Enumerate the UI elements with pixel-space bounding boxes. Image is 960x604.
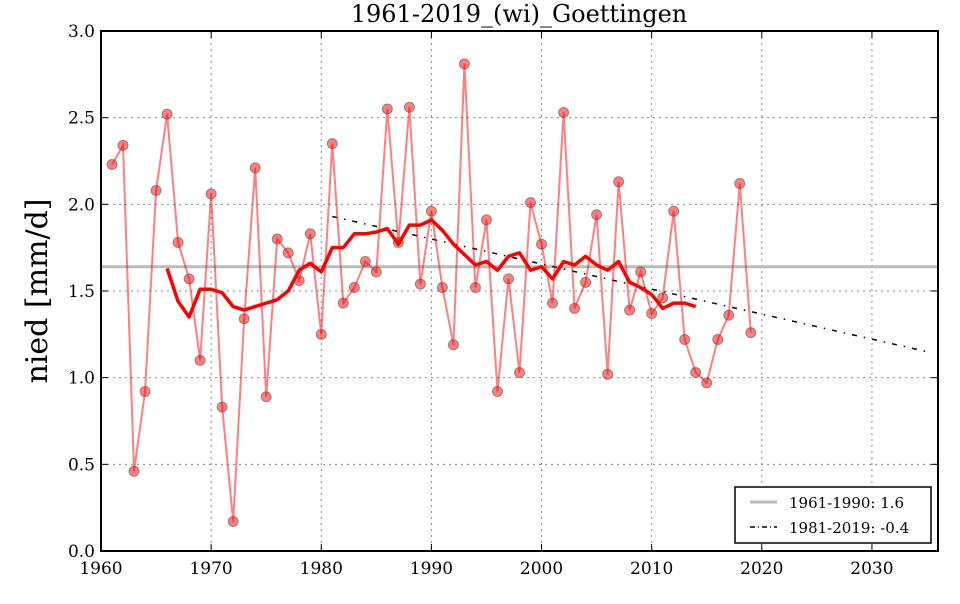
data-point — [370, 266, 382, 278]
data-point — [128, 465, 140, 477]
data-point — [491, 386, 503, 398]
legend-label-trend: 1981-2019: -0.4 — [789, 519, 909, 537]
data-point — [117, 139, 129, 151]
y-tick-label: 2.0 — [68, 195, 95, 215]
data-point — [425, 205, 437, 217]
data-point — [657, 292, 669, 304]
grid-lines — [101, 31, 938, 551]
data-point — [271, 233, 283, 245]
x-tick-label: 1960 — [79, 559, 122, 579]
data-point — [238, 313, 250, 325]
data-point — [194, 354, 206, 366]
data-point — [701, 377, 713, 389]
data-point — [304, 228, 316, 240]
y-tick-label: 3.0 — [68, 22, 95, 42]
data-point — [591, 209, 603, 221]
data-point — [315, 328, 327, 340]
y-tick-label: 1.0 — [68, 369, 95, 389]
y-axis-label: nied [mm/d] — [20, 198, 55, 383]
data-point — [359, 256, 371, 268]
data-point — [381, 103, 393, 115]
data-point — [602, 368, 614, 380]
data-point — [624, 304, 636, 316]
y-tick-label: 0.5 — [68, 455, 95, 475]
x-tick-label: 1990 — [410, 559, 453, 579]
data-point — [392, 236, 404, 248]
data-point — [679, 334, 691, 346]
data-point — [613, 176, 625, 188]
y-tick-label: 0.0 — [68, 542, 95, 562]
legend-label-mean: 1961-1990: 1.6 — [789, 494, 904, 512]
legend: 1961-1990: 1.6 1981-2019: -0.4 — [734, 486, 932, 544]
data-point — [403, 101, 415, 113]
data-point — [536, 238, 548, 250]
data-point — [150, 184, 162, 196]
x-tick-label: 2020 — [740, 559, 783, 579]
x-tick-label: 1980 — [300, 559, 343, 579]
data-point — [348, 282, 360, 294]
x-tick-label: 1970 — [189, 559, 232, 579]
axis-ticks: 1960 1970 1980 1990 2000 2010 2020 2030 0.0 0.5 1.… — [68, 22, 938, 579]
data-point — [646, 308, 658, 320]
data-point — [260, 391, 272, 403]
data-point — [414, 278, 426, 290]
data-point — [502, 273, 514, 285]
data-point — [227, 516, 239, 528]
plot-frame — [100, 30, 939, 552]
data-point — [183, 273, 195, 285]
data-point — [745, 327, 757, 339]
y-tick-label: 2.5 — [68, 109, 95, 129]
data-point — [480, 214, 492, 226]
data-point — [436, 282, 448, 294]
data-point — [139, 386, 151, 398]
data-point — [525, 197, 537, 209]
data-point — [569, 302, 581, 314]
data-point — [734, 178, 746, 190]
data-point — [712, 334, 724, 346]
data-point — [282, 247, 294, 259]
series-layer — [101, 58, 938, 528]
data-point — [580, 276, 592, 288]
moving-average-line — [165, 218, 697, 319]
data-point — [635, 266, 647, 278]
y-tick-label: 1.5 — [68, 282, 95, 302]
data-point — [668, 205, 680, 217]
x-tick-label: 2000 — [520, 559, 563, 579]
data-point — [205, 188, 217, 200]
data-point — [172, 236, 184, 248]
data-point — [514, 366, 525, 378]
data-point — [337, 297, 349, 309]
data-point — [547, 297, 559, 309]
data-point — [161, 108, 173, 120]
chart-title: 1961-2019_(wi)_Goettingen — [351, 0, 687, 28]
data-point — [216, 401, 228, 413]
data-point — [469, 282, 481, 294]
data-point — [447, 339, 459, 351]
data-point — [326, 138, 338, 150]
data-point — [723, 309, 735, 321]
x-tick-label: 2030 — [850, 559, 893, 579]
data-point — [458, 58, 470, 70]
data-point — [106, 158, 118, 170]
data-point — [690, 366, 702, 378]
data-point — [249, 162, 261, 174]
data-point — [293, 275, 305, 287]
legend-frame — [734, 486, 932, 544]
x-tick-label: 2010 — [630, 559, 673, 579]
data-point — [558, 106, 570, 118]
